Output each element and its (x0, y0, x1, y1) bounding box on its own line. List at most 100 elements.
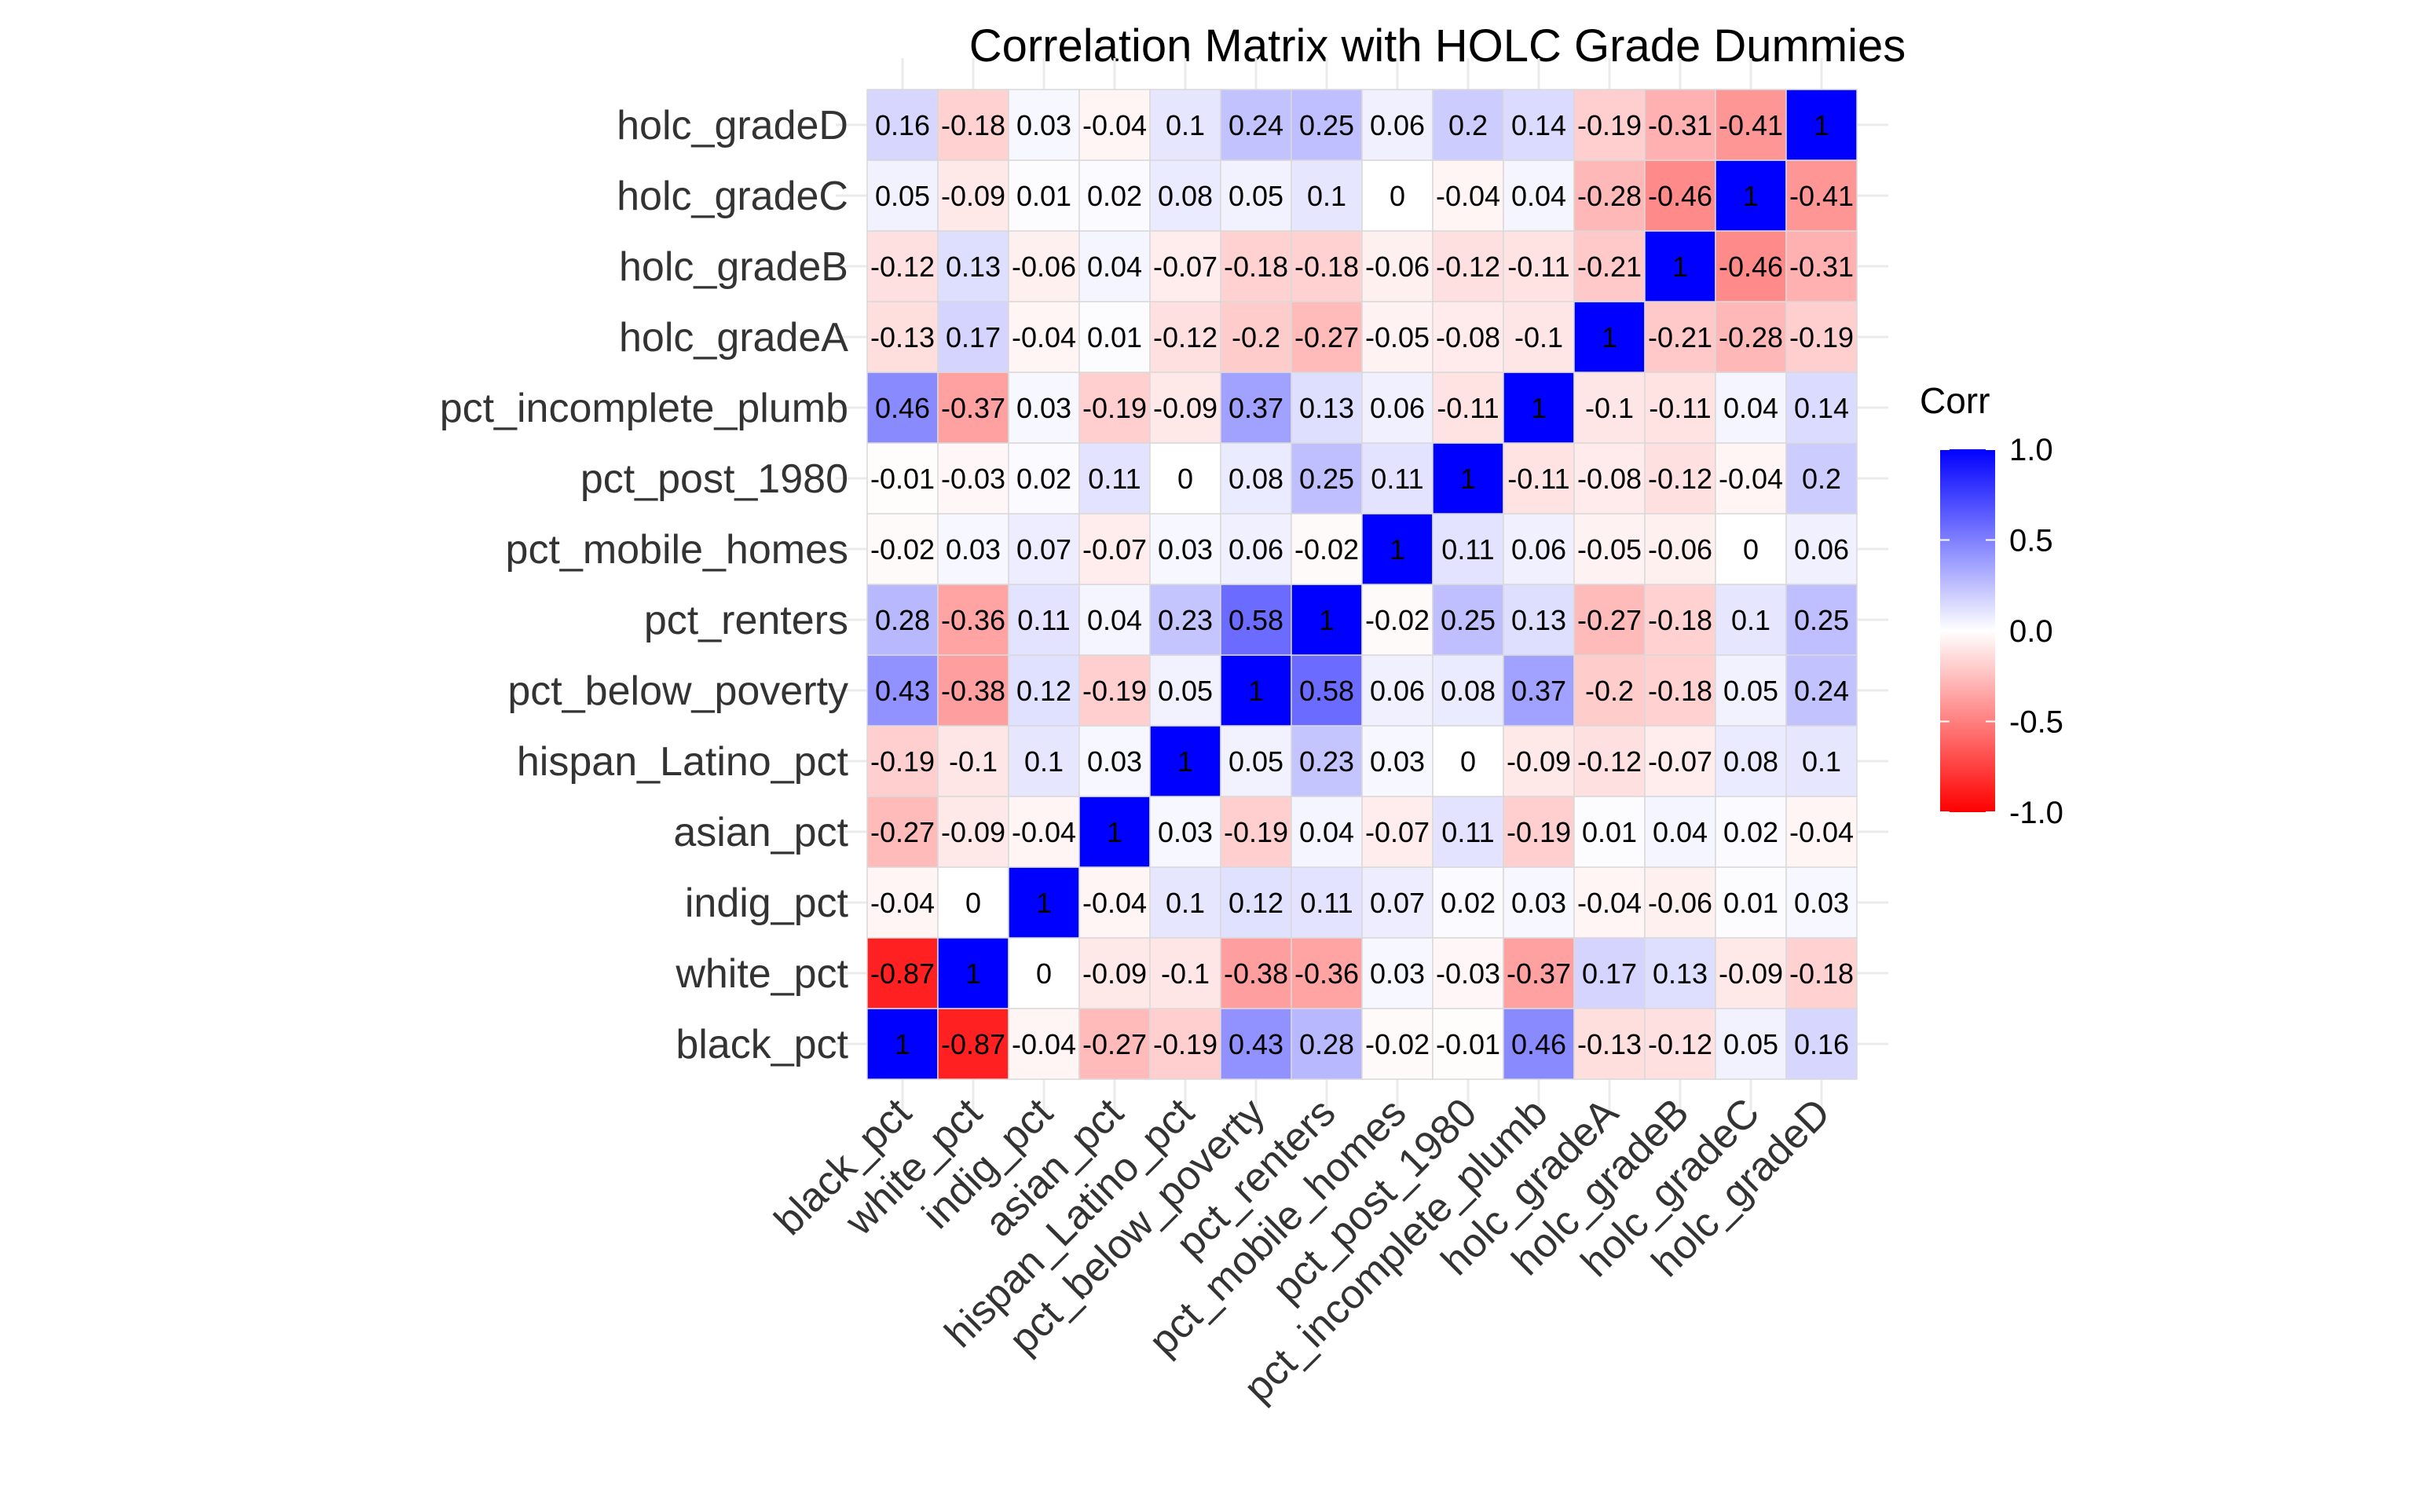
cell-value-label: 0.05 (1158, 675, 1213, 707)
cell-value-label: 0.03 (1016, 109, 1071, 141)
heatmap-cell-white_pct-pct_below_poverty (1220, 937, 1292, 1009)
cell-value-label: 1 (1107, 816, 1122, 848)
heatmap-cell-pct_mobile_homes-pct_renters (1291, 513, 1363, 585)
cell-value-label: 0.25 (1441, 604, 1496, 636)
cell-value-label: 0.43 (1228, 1028, 1283, 1060)
cell-value-label: -0.09 (1719, 957, 1783, 990)
cell-value-label: -0.28 (1719, 321, 1783, 353)
cell-value-label: -0.02 (870, 533, 935, 566)
heatmap-cell-white_pct-asian_pct (1078, 937, 1151, 1009)
cell-value-label: 0.05 (1723, 1028, 1778, 1060)
heatmap-cell-indig_pct-black_pct (866, 866, 939, 939)
heatmap-cell-holc_gradeD-holc_gradeB (1644, 89, 1716, 161)
cell-value-label: -0.38 (1224, 957, 1288, 990)
cell-value-label: 0.03 (1370, 745, 1425, 778)
heatmap-cell-holc_gradeA-asian_pct (1078, 301, 1151, 373)
heatmap-cell-black_pct-pct_incomplete_plumb (1503, 1008, 1575, 1080)
cell-value-label: 0.04 (1511, 180, 1566, 212)
y-tick-label-asian_pct: asian_pct (673, 810, 848, 855)
legend-tick-label: 1.0 (2009, 433, 2053, 467)
cell-value-label: -0.41 (1719, 109, 1783, 141)
cell-value-label: -0.04 (1789, 816, 1854, 848)
heatmap-cell-holc_gradeA-holc_gradeB (1644, 301, 1716, 373)
cell-value-label: 0.11 (1300, 887, 1353, 919)
y-axis-tick-labels: black_pct white_pct indig_pct asian_pct hisp… (440, 103, 849, 1067)
cell-value-label: -0.04 (1012, 816, 1076, 848)
cell-value-label: 0.01 (1016, 180, 1071, 212)
heatmap-cell-pct_mobile_homes-pct_incomplete_plumb (1503, 513, 1575, 585)
heatmap-cell-holc_gradeC-indig_pct (1008, 159, 1080, 232)
heatmap-cell-black_pct-white_pct (937, 1008, 1009, 1080)
heatmap-cell-pct_incomplete_plumb-black_pct (866, 372, 939, 444)
cell-value-label: -0.31 (1789, 251, 1854, 283)
cell-value-label: 0.13 (1511, 604, 1566, 636)
y-tick-label-indig_pct: indig_pct (685, 880, 849, 926)
cell-value-label: 0.25 (1299, 463, 1354, 495)
heatmap-cell-holc_gradeA-pct_mobile_homes (1361, 301, 1434, 373)
heatmap-cell-white_pct-indig_pct (1008, 937, 1080, 1009)
cell-value-label: 0.13 (1653, 957, 1708, 990)
heatmap-cell-pct_incomplete_plumb-pct_post_1980 (1432, 372, 1504, 444)
cell-value-label: 0.11 (1017, 604, 1070, 636)
cell-value-label: 1 (1460, 463, 1476, 495)
heatmap-cell-pct_incomplete_plumb-pct_below_poverty (1220, 372, 1292, 444)
cell-value-label: 0.07 (1016, 533, 1071, 566)
cell-value-label: -0.07 (1648, 745, 1712, 778)
cell-value-label: -0.19 (1224, 816, 1288, 848)
heatmap-cell-pct_post_1980-asian_pct (1078, 442, 1151, 514)
heatmap-cell-holc_gradeD-holc_gradeD (1785, 89, 1858, 161)
cell-value-label: -0.18 (1648, 675, 1712, 707)
cell-value-label: 0.11 (1088, 463, 1141, 495)
heatmap-cell-pct_renters-hispan_Latino_pct (1149, 584, 1221, 656)
heatmap-cell-holc_gradeA-pct_renters (1291, 301, 1363, 373)
cell-value-label: 0.11 (1441, 816, 1494, 848)
cell-value-label: 1 (1672, 251, 1688, 283)
cell-value-label: 0.12 (1228, 887, 1283, 919)
cell-value-label: 0.02 (1016, 463, 1071, 495)
cell-value-label: -0.11 (1437, 392, 1499, 424)
y-tick-label-holc_gradeB: holc_gradeB (619, 244, 848, 290)
heatmap-cell-asian_pct-asian_pct (1078, 796, 1151, 868)
cell-value-label: 0.05 (875, 180, 930, 212)
cell-value-label: 0 (1390, 180, 1405, 212)
heatmap-cell-holc_gradeC-white_pct (937, 159, 1009, 232)
heatmap-cell-pct_below_poverty-holc_gradeA (1573, 654, 1646, 727)
cell-value-label: -0.04 (870, 887, 935, 919)
cell-value-label: 0.06 (1794, 533, 1849, 566)
heatmap-cell-pct_post_1980-black_pct (866, 442, 939, 514)
heatmap-cell-holc_gradeD-hispan_Latino_pct (1149, 89, 1221, 161)
cell-value-label: 1 (965, 957, 981, 990)
cell-value-label: 0.11 (1371, 463, 1423, 495)
cell-value-label: 0.03 (1158, 816, 1213, 848)
legend: Corr 1.0 0.5 0.0 -0.5 -1.0 (1920, 380, 2063, 830)
cell-value-label: -0.04 (1719, 463, 1783, 495)
cell-value-label: 0.06 (1511, 533, 1566, 566)
heatmap-cell-hispan_Latino_pct-hispan_Latino_pct (1149, 725, 1221, 797)
cell-value-label: 0.05 (1228, 745, 1283, 778)
cell-value-label: 0.03 (946, 533, 1001, 566)
cell-value-label: -0.12 (1648, 1028, 1712, 1060)
cell-value-label: 0.1 (1166, 887, 1205, 919)
cell-value-label: -0.02 (1365, 604, 1430, 636)
cell-value-label: -0.1 (1514, 321, 1563, 353)
cell-value-label: -0.1 (949, 745, 998, 778)
cell-value-label: 0.08 (1228, 463, 1283, 495)
heatmap-cell-holc_gradeA-holc_gradeA (1573, 301, 1646, 373)
cell-value-label: 0.08 (1441, 675, 1496, 707)
cell-value-label: -0.07 (1082, 533, 1147, 566)
heatmap-cell-holc_gradeC-pct_post_1980 (1432, 159, 1504, 232)
heatmap-cell-black_pct-indig_pct (1008, 1008, 1080, 1080)
legend-title: Corr (1920, 380, 1990, 421)
heatmap-cell-holc_gradeB-pct_mobile_homes (1361, 230, 1434, 302)
cell-value-label: -0.12 (870, 251, 935, 283)
cell-value-label: 1 (1743, 180, 1759, 212)
heatmap-cell-pct_below_poverty-pct_incomplete_plumb (1503, 654, 1575, 727)
heatmap-cell-pct_below_poverty-indig_pct (1008, 654, 1080, 727)
heatmap-cell-pct_mobile_homes-asian_pct (1078, 513, 1151, 585)
y-tick-label-hispan_Latino_pct: hispan_Latino_pct (517, 739, 849, 785)
heatmap-cell-pct_incomplete_plumb-pct_incomplete_plumb (1503, 372, 1575, 444)
heatmap-cells (866, 89, 1858, 1080)
cell-value-label: -0.18 (1294, 251, 1359, 283)
cell-value-label: -0.19 (870, 745, 935, 778)
